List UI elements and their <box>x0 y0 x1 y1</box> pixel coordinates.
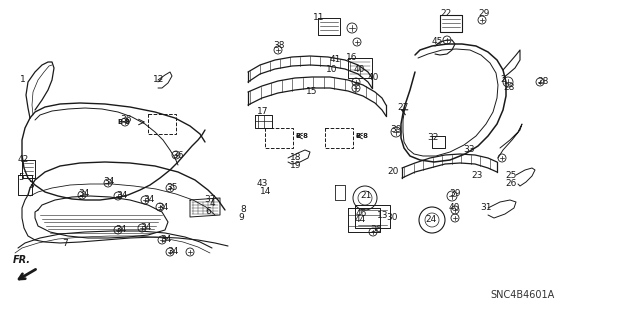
Text: 34: 34 <box>167 248 179 256</box>
Text: 19: 19 <box>290 160 301 169</box>
Text: 37: 37 <box>204 196 216 204</box>
Text: 39: 39 <box>390 125 401 135</box>
Text: 23: 23 <box>471 170 483 180</box>
Text: 30: 30 <box>386 213 397 222</box>
Text: 21: 21 <box>360 190 371 199</box>
Text: 27: 27 <box>397 102 408 112</box>
Text: 39: 39 <box>449 189 461 198</box>
Text: 34: 34 <box>103 177 115 187</box>
Text: 24: 24 <box>425 216 436 225</box>
Text: 34: 34 <box>157 203 168 211</box>
Text: SNC4B4601A: SNC4B4601A <box>490 290 554 300</box>
Text: 1: 1 <box>20 76 26 85</box>
Text: 34: 34 <box>115 226 126 234</box>
Text: 25: 25 <box>505 170 516 180</box>
Text: 5: 5 <box>18 174 24 182</box>
Text: 9: 9 <box>238 213 244 222</box>
Text: 33: 33 <box>463 145 474 154</box>
Text: 34: 34 <box>116 190 127 199</box>
Text: 7: 7 <box>62 239 68 248</box>
Text: 8: 8 <box>240 205 246 214</box>
Text: 29: 29 <box>478 9 490 18</box>
Text: 26: 26 <box>505 179 516 188</box>
Text: 44: 44 <box>355 216 366 225</box>
Text: 34: 34 <box>78 189 90 198</box>
Text: 34: 34 <box>140 224 152 233</box>
Text: 22: 22 <box>440 9 451 18</box>
Text: 3: 3 <box>28 181 34 189</box>
Text: B-8: B-8 <box>117 119 130 125</box>
Text: 38: 38 <box>273 41 285 50</box>
Text: 18: 18 <box>290 152 301 161</box>
Text: 34: 34 <box>160 235 172 244</box>
Text: 31: 31 <box>480 204 492 212</box>
Text: 12: 12 <box>153 76 164 85</box>
Text: B-8: B-8 <box>295 133 308 139</box>
Text: 20: 20 <box>387 167 398 176</box>
Text: 34: 34 <box>143 196 154 204</box>
Text: 28: 28 <box>537 78 548 86</box>
Text: 36: 36 <box>172 151 184 160</box>
Text: 10: 10 <box>326 65 337 75</box>
Text: 14: 14 <box>260 188 271 197</box>
Text: 13: 13 <box>377 211 388 219</box>
Text: 6: 6 <box>205 207 211 217</box>
Text: 4: 4 <box>210 198 216 207</box>
Text: 36: 36 <box>370 226 381 234</box>
Text: 36: 36 <box>120 115 131 124</box>
Text: 40: 40 <box>368 73 380 83</box>
Text: 40: 40 <box>354 65 365 75</box>
Text: 35: 35 <box>166 183 177 192</box>
Text: 40: 40 <box>449 203 460 211</box>
Text: 45: 45 <box>432 38 444 47</box>
Text: 43: 43 <box>257 179 268 188</box>
Text: 32: 32 <box>427 133 438 143</box>
Text: 2: 2 <box>500 76 506 85</box>
Text: 17: 17 <box>257 108 269 116</box>
Text: 28: 28 <box>503 84 515 93</box>
Text: 46: 46 <box>356 209 367 218</box>
Text: 16: 16 <box>346 54 358 63</box>
Text: 42: 42 <box>18 154 29 164</box>
Text: 11: 11 <box>313 12 324 21</box>
Text: B-8: B-8 <box>355 133 368 139</box>
Text: 41: 41 <box>330 55 341 63</box>
Text: 15: 15 <box>306 87 317 97</box>
Text: FR.: FR. <box>13 255 31 265</box>
